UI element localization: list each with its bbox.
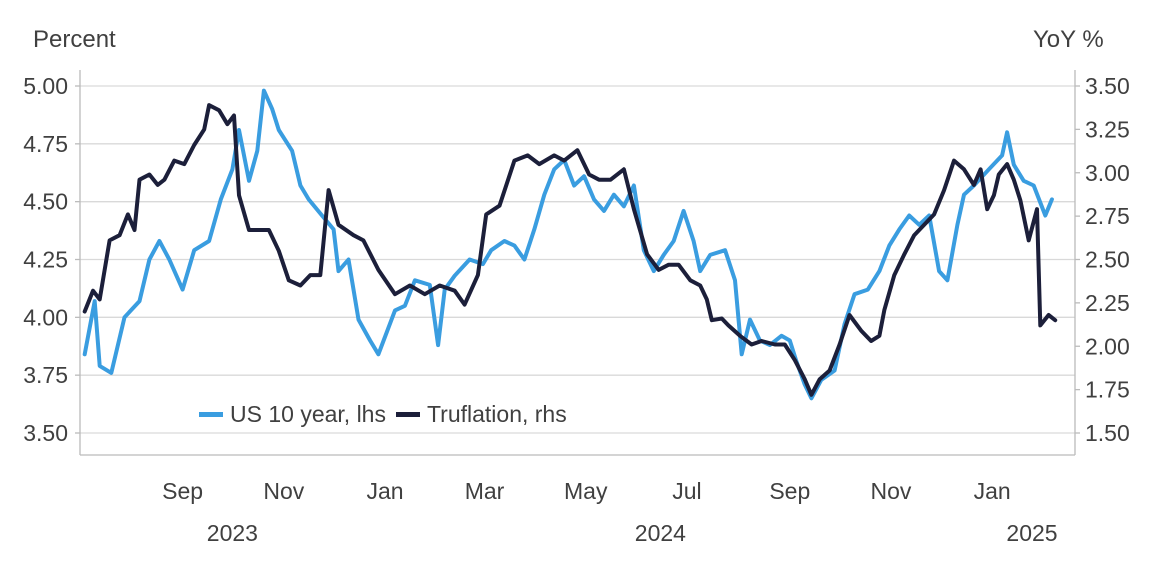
right-tick-label: 2.50	[1085, 247, 1130, 273]
x-tick-label: Sep	[162, 478, 203, 504]
right-tick-label: 2.25	[1085, 290, 1130, 316]
legend-label-us10y: US 10 year, lhs	[230, 400, 386, 427]
x-tick-label: Jan	[974, 478, 1011, 504]
left-tick-label: 5.00	[23, 73, 68, 99]
right-tick-label: 2.75	[1085, 203, 1130, 229]
x-year-label: 2025	[1006, 520, 1057, 546]
series-line-us-10-year	[82, 88, 1054, 401]
legend-swatch-us10y	[199, 411, 223, 417]
right-tick-label: 3.25	[1085, 116, 1130, 142]
right-axis-title: YoY %	[1033, 26, 1104, 53]
legend-item-truflation: Truflation, rhs	[395, 400, 567, 428]
x-tick-label: Mar	[465, 478, 505, 504]
x-tick-label: Nov	[871, 478, 912, 504]
left-tick-label: 4.25	[23, 247, 68, 273]
right-tick-label: 2.00	[1085, 333, 1130, 359]
legend: US 10 year, lhs Truflation, rhs	[195, 398, 581, 430]
series-line-truflation	[82, 103, 1058, 397]
right-tick-label: 1.75	[1085, 377, 1130, 403]
x-tick-label: Jul	[672, 478, 701, 504]
x-tick-label: Jan	[366, 478, 403, 504]
right-tick-label: 1.50	[1085, 420, 1130, 446]
x-year-label: 2024	[635, 520, 686, 546]
left-tick-label: 4.00	[23, 304, 68, 330]
left-axis-title: Percent	[33, 26, 116, 53]
legend-swatch-truflation	[395, 411, 420, 417]
x-year-label: 2023	[207, 520, 258, 546]
legend-label-truflation: Truflation, rhs	[426, 400, 567, 427]
left-tick-label: 4.75	[23, 131, 68, 157]
x-tick-label: Nov	[263, 478, 304, 504]
left-tick-label: 3.50	[23, 420, 68, 446]
right-tick-label: 3.50	[1085, 73, 1130, 99]
right-tick-label: 3.00	[1085, 160, 1130, 186]
legend-item-us10y: US 10 year, lhs	[199, 401, 386, 428]
x-tick-label: May	[564, 478, 608, 504]
left-tick-label: 3.75	[23, 362, 68, 388]
x-tick-label: Sep	[769, 478, 810, 504]
left-tick-label: 4.50	[23, 189, 68, 215]
